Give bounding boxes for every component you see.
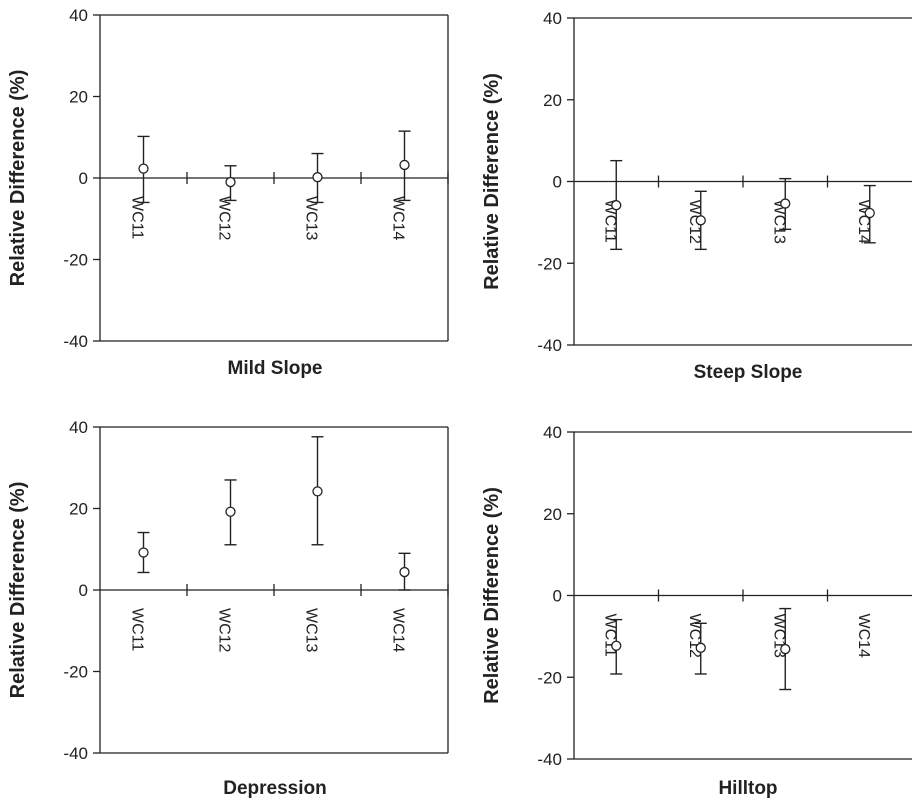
category-label: WC13	[770, 200, 787, 245]
y-tick-label: -20	[537, 254, 562, 273]
y-tick-label: -20	[63, 663, 88, 682]
y-tick-label: -40	[63, 744, 88, 763]
y-tick-label: -40	[537, 750, 562, 769]
y-tick-label: 40	[69, 6, 88, 25]
data-point	[225, 506, 236, 517]
data-point	[611, 200, 622, 211]
y-tick-label: -40	[537, 336, 562, 355]
category-label: WC13	[303, 608, 320, 653]
y-axis-label: Relative Difference (%)	[7, 482, 29, 699]
panel-title: Steep Slope	[694, 362, 803, 383]
y-tick-label: -40	[63, 332, 88, 351]
data-point	[695, 215, 706, 226]
data-point	[312, 172, 323, 183]
data-point	[780, 643, 791, 655]
y-tick-label: -20	[63, 251, 88, 270]
category-label: WC14	[390, 196, 407, 241]
category-label: WC11	[129, 608, 146, 651]
data-point	[399, 159, 410, 171]
category-label: WC12	[216, 196, 233, 241]
y-tick-label: -20	[537, 668, 562, 687]
panel-mild-slope: 40 20 0 -20 -40 WC11 WC12 WC13 WC14 Relative Diff…	[7, 6, 449, 379]
y-tick-label: 0	[553, 173, 562, 192]
y-tick-label: 40	[543, 9, 562, 28]
category-label: WC12	[686, 200, 703, 245]
category-label: WC14	[855, 614, 872, 659]
category-label: WC11	[129, 196, 146, 239]
panel-title: Depression	[223, 778, 326, 799]
y-tick-label: 0	[553, 587, 562, 606]
category-label: WC12	[216, 608, 233, 653]
data-point	[780, 198, 791, 209]
y-tick-label: 0	[79, 581, 88, 600]
data-point	[138, 163, 149, 174]
data-point	[611, 640, 622, 651]
panel-title: Mild Slope	[228, 358, 323, 379]
y-axis-label: Relative Difference (%)	[481, 73, 503, 290]
data-point	[312, 486, 323, 497]
data-point	[399, 566, 410, 578]
panel-depression: 40 20 0 -20 -40 WC11 WC12 WC13 WC14 Relative Diff…	[7, 418, 449, 799]
data-point	[695, 642, 706, 653]
y-tick-label: 0	[79, 169, 88, 188]
y-axis-label: Relative Difference (%)	[7, 70, 29, 287]
y-tick-label: 20	[69, 88, 88, 107]
data-point	[864, 207, 875, 219]
y-axis-label: Relative Difference (%)	[481, 487, 503, 704]
y-tick-label: 20	[543, 505, 562, 524]
category-label: WC11	[601, 200, 618, 243]
category-label: WC14	[390, 608, 407, 653]
y-tick-label: 40	[543, 423, 562, 442]
data-point	[225, 176, 236, 188]
y-tick-label: 20	[543, 91, 562, 110]
y-tick-label: 20	[69, 500, 88, 519]
category-label: WC13	[303, 196, 320, 241]
panel-title: Hilltop	[718, 778, 777, 799]
data-point	[138, 547, 149, 558]
y-tick-label: 40	[69, 418, 88, 437]
